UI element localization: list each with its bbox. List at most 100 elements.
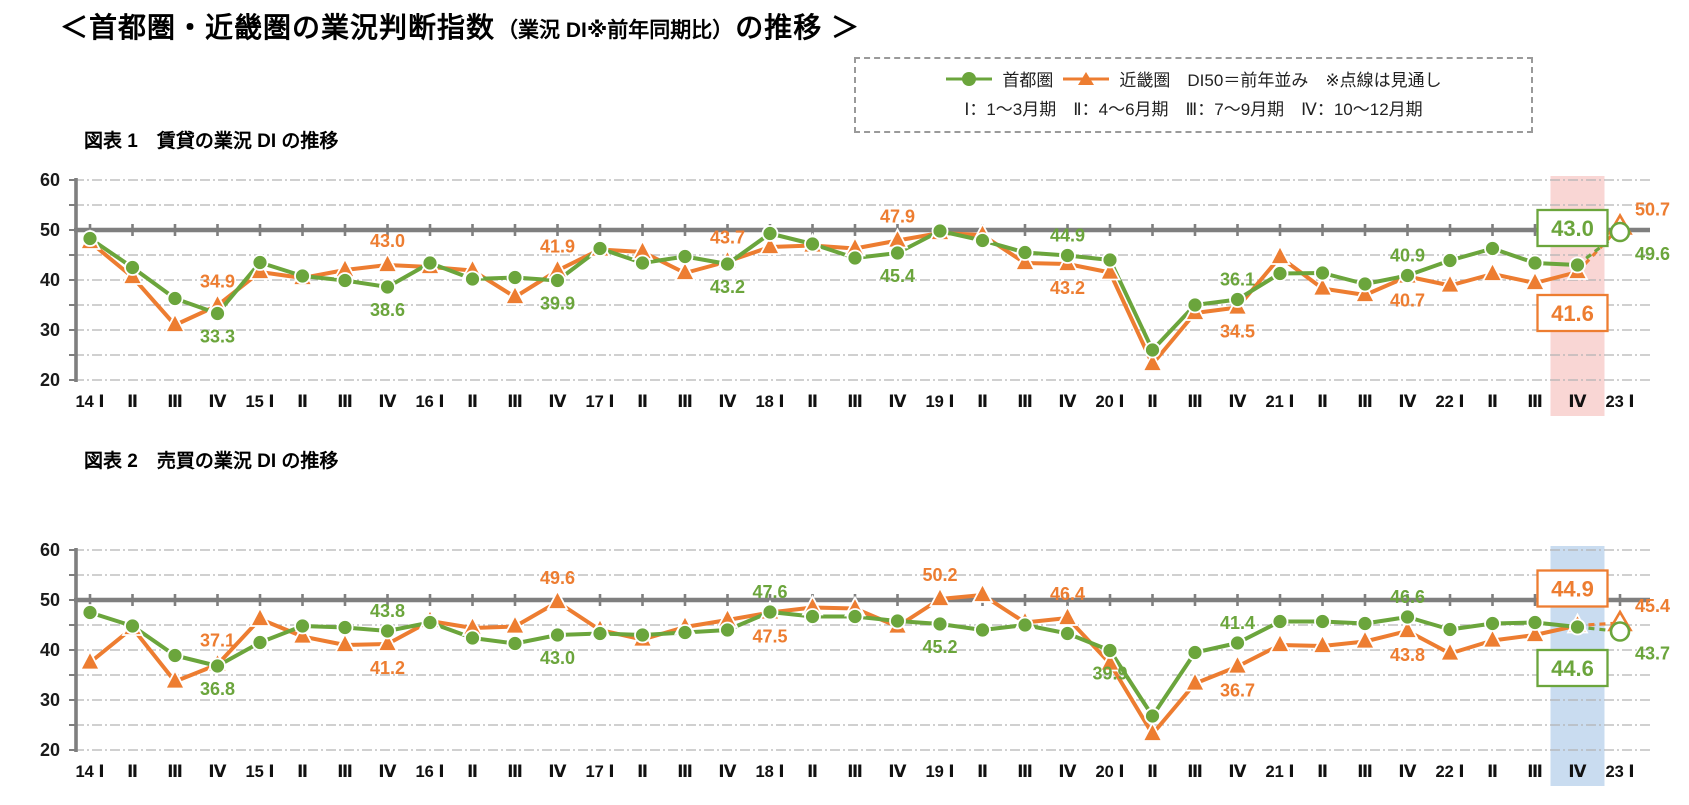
data-label: 45.2 xyxy=(922,637,957,657)
data-point-marker xyxy=(1314,264,1331,282)
data-label: 40.7 xyxy=(1390,291,1425,311)
x-tick-label: Ⅳ xyxy=(718,393,737,411)
data-label: 47.6 xyxy=(752,582,787,602)
x-tick-label: Ⅳ xyxy=(378,763,397,781)
x-tick-label: Ⅳ xyxy=(1058,763,1077,781)
data-point-marker xyxy=(504,613,526,635)
data-point-marker xyxy=(1184,670,1206,692)
data-point-marker xyxy=(1311,275,1334,297)
data-point-marker xyxy=(124,617,141,635)
data-point-marker xyxy=(164,668,186,690)
data-point-marker xyxy=(166,647,184,664)
x-tick-label: Ⅱ xyxy=(1147,393,1158,411)
data-label: 36.8 xyxy=(200,679,235,699)
data-point-marker xyxy=(1099,650,1121,672)
data-point-marker xyxy=(1056,605,1079,626)
data-point-marker xyxy=(1399,608,1416,626)
x-tick-label: Ⅱ xyxy=(467,763,478,781)
data-point-marker xyxy=(804,608,821,625)
x-tick-label: Ⅲ xyxy=(1527,763,1543,781)
figure1-rental-di-chart: 60 50 40 30 20 14 Ⅰ Ⅱ Ⅲ Ⅳ 15 Ⅰ Ⅱ Ⅲ Ⅳ 16 Ⅰ Ⅱ Ⅲ Ⅳ 17 Ⅰ Ⅱ Ⅲ Ⅳ 18… xyxy=(40,170,1670,416)
x-tick-label: Ⅱ xyxy=(637,763,648,781)
x-tick-label: Ⅲ xyxy=(677,393,693,411)
forecast-label: 43.7 xyxy=(1635,644,1670,664)
x-tick-label: Ⅳ xyxy=(888,763,907,781)
x-tick-label: Ⅳ xyxy=(548,763,567,781)
data-point-marker xyxy=(674,260,696,281)
x-tick-label: Ⅲ xyxy=(507,763,523,781)
data-point-marker xyxy=(464,629,481,647)
data-point-marker xyxy=(1226,653,1249,675)
boxed-value-label: 44.6 xyxy=(1551,656,1594,681)
data-label: 49.6 xyxy=(540,568,575,588)
data-point-marker xyxy=(931,615,949,633)
boxed-value-frame xyxy=(1536,648,1609,688)
page-title-tail: の推移 ＞ xyxy=(735,12,861,43)
y-tick-label: 20 xyxy=(40,740,60,760)
x-tick-label: Ⅱ xyxy=(467,393,478,411)
data-label: 44.9 xyxy=(1050,226,1085,246)
boxed-value-frame xyxy=(1536,569,1609,608)
boxed-value-frame xyxy=(1536,293,1609,333)
x-tick-label: Ⅳ xyxy=(1228,763,1247,781)
x-tick-label: 18 Ⅰ xyxy=(755,393,784,411)
data-point-marker xyxy=(334,632,356,653)
data-point-marker xyxy=(464,270,481,288)
data-point-marker xyxy=(1439,272,1461,294)
boxed-value-frame xyxy=(1536,208,1609,248)
data-label: 43.0 xyxy=(540,648,575,668)
data-point-marker xyxy=(1311,633,1334,654)
data-point-marker xyxy=(546,589,569,610)
data-point-marker xyxy=(166,290,184,307)
data-point-marker xyxy=(294,267,311,285)
x-tick-label: Ⅲ xyxy=(1357,393,1373,411)
x-tick-label: Ⅲ xyxy=(847,393,863,411)
x-tick-label: Ⅱ xyxy=(297,763,308,781)
x-tick-label: 14 Ⅰ xyxy=(75,393,104,411)
data-label: 43.7 xyxy=(710,228,745,248)
data-label: 47.5 xyxy=(752,627,787,647)
data-point-marker xyxy=(761,225,779,242)
data-point-marker xyxy=(1314,613,1331,630)
data-label: 39.9 xyxy=(1092,664,1127,684)
data-point-marker xyxy=(1481,627,1504,649)
data-point-marker xyxy=(1099,259,1121,281)
data-point-marker xyxy=(761,603,779,621)
data-point-marker xyxy=(804,235,821,253)
x-tick-label: Ⅲ xyxy=(167,763,183,781)
x-tick-label: Ⅲ xyxy=(847,763,863,781)
data-point-marker xyxy=(889,244,906,262)
boxed-value-label: 44.9 xyxy=(1551,577,1594,602)
data-point-marker xyxy=(421,614,439,631)
legend-series-row: 首都圏 近畿圏 DI50＝前年並み ※点線は見通し xyxy=(866,66,1521,91)
data-label: 41.9 xyxy=(540,237,575,257)
forecast-label: 45.4 xyxy=(1635,596,1670,616)
x-tick-label: 17 Ⅰ xyxy=(585,763,614,781)
y-tick-label: 30 xyxy=(40,320,60,340)
data-point-marker xyxy=(506,269,524,286)
data-point-marker xyxy=(719,621,736,639)
data-point-marker xyxy=(1271,265,1289,282)
data-point-marker xyxy=(249,606,271,627)
data-point-marker xyxy=(1141,351,1164,372)
series-line-kinkiken xyxy=(88,593,1578,736)
data-point-marker xyxy=(1526,254,1544,272)
x-tick-label: 17 Ⅰ xyxy=(585,393,614,411)
x-tick-label: Ⅲ xyxy=(1187,393,1203,411)
data-point-marker xyxy=(1484,615,1501,632)
data-label: 36.1 xyxy=(1220,270,1255,290)
data-point-marker xyxy=(164,312,186,333)
data-label: 50.2 xyxy=(922,565,957,585)
data-point-marker xyxy=(1271,613,1289,630)
data-label: 47.9 xyxy=(880,207,915,227)
x-tick-label: Ⅲ xyxy=(337,763,353,781)
x-tick-label: Ⅲ xyxy=(1187,763,1203,781)
x-tick-label: 21 Ⅰ xyxy=(1265,763,1294,781)
data-point-marker xyxy=(1014,250,1036,271)
page-title-paren: （業況 DI※前年同期比） xyxy=(497,19,734,42)
data-point-marker xyxy=(971,582,994,603)
boxed-value-label: 43.0 xyxy=(1551,216,1594,241)
data-label: 41.4 xyxy=(1220,613,1255,633)
data-point-marker xyxy=(336,272,354,289)
x-tick-label: 14 Ⅰ xyxy=(75,763,104,781)
